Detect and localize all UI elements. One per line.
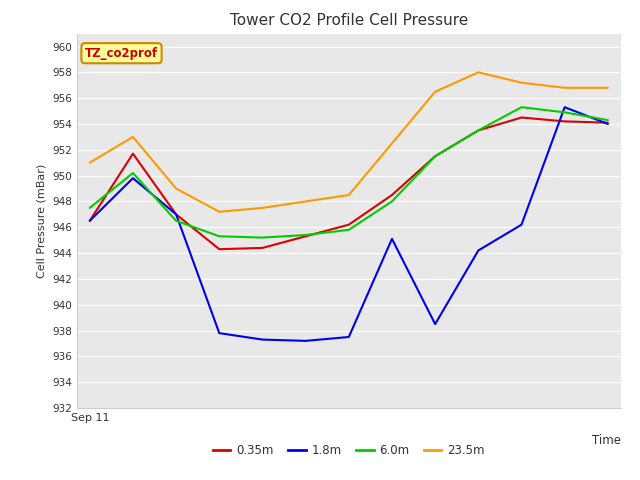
Text: Time: Time	[592, 434, 621, 447]
Y-axis label: Cell Pressure (mBar): Cell Pressure (mBar)	[36, 164, 47, 278]
Text: TZ_co2prof: TZ_co2prof	[85, 47, 158, 60]
Legend: 0.35m, 1.8m, 6.0m, 23.5m: 0.35m, 1.8m, 6.0m, 23.5m	[208, 440, 490, 462]
Title: Tower CO2 Profile Cell Pressure: Tower CO2 Profile Cell Pressure	[230, 13, 468, 28]
